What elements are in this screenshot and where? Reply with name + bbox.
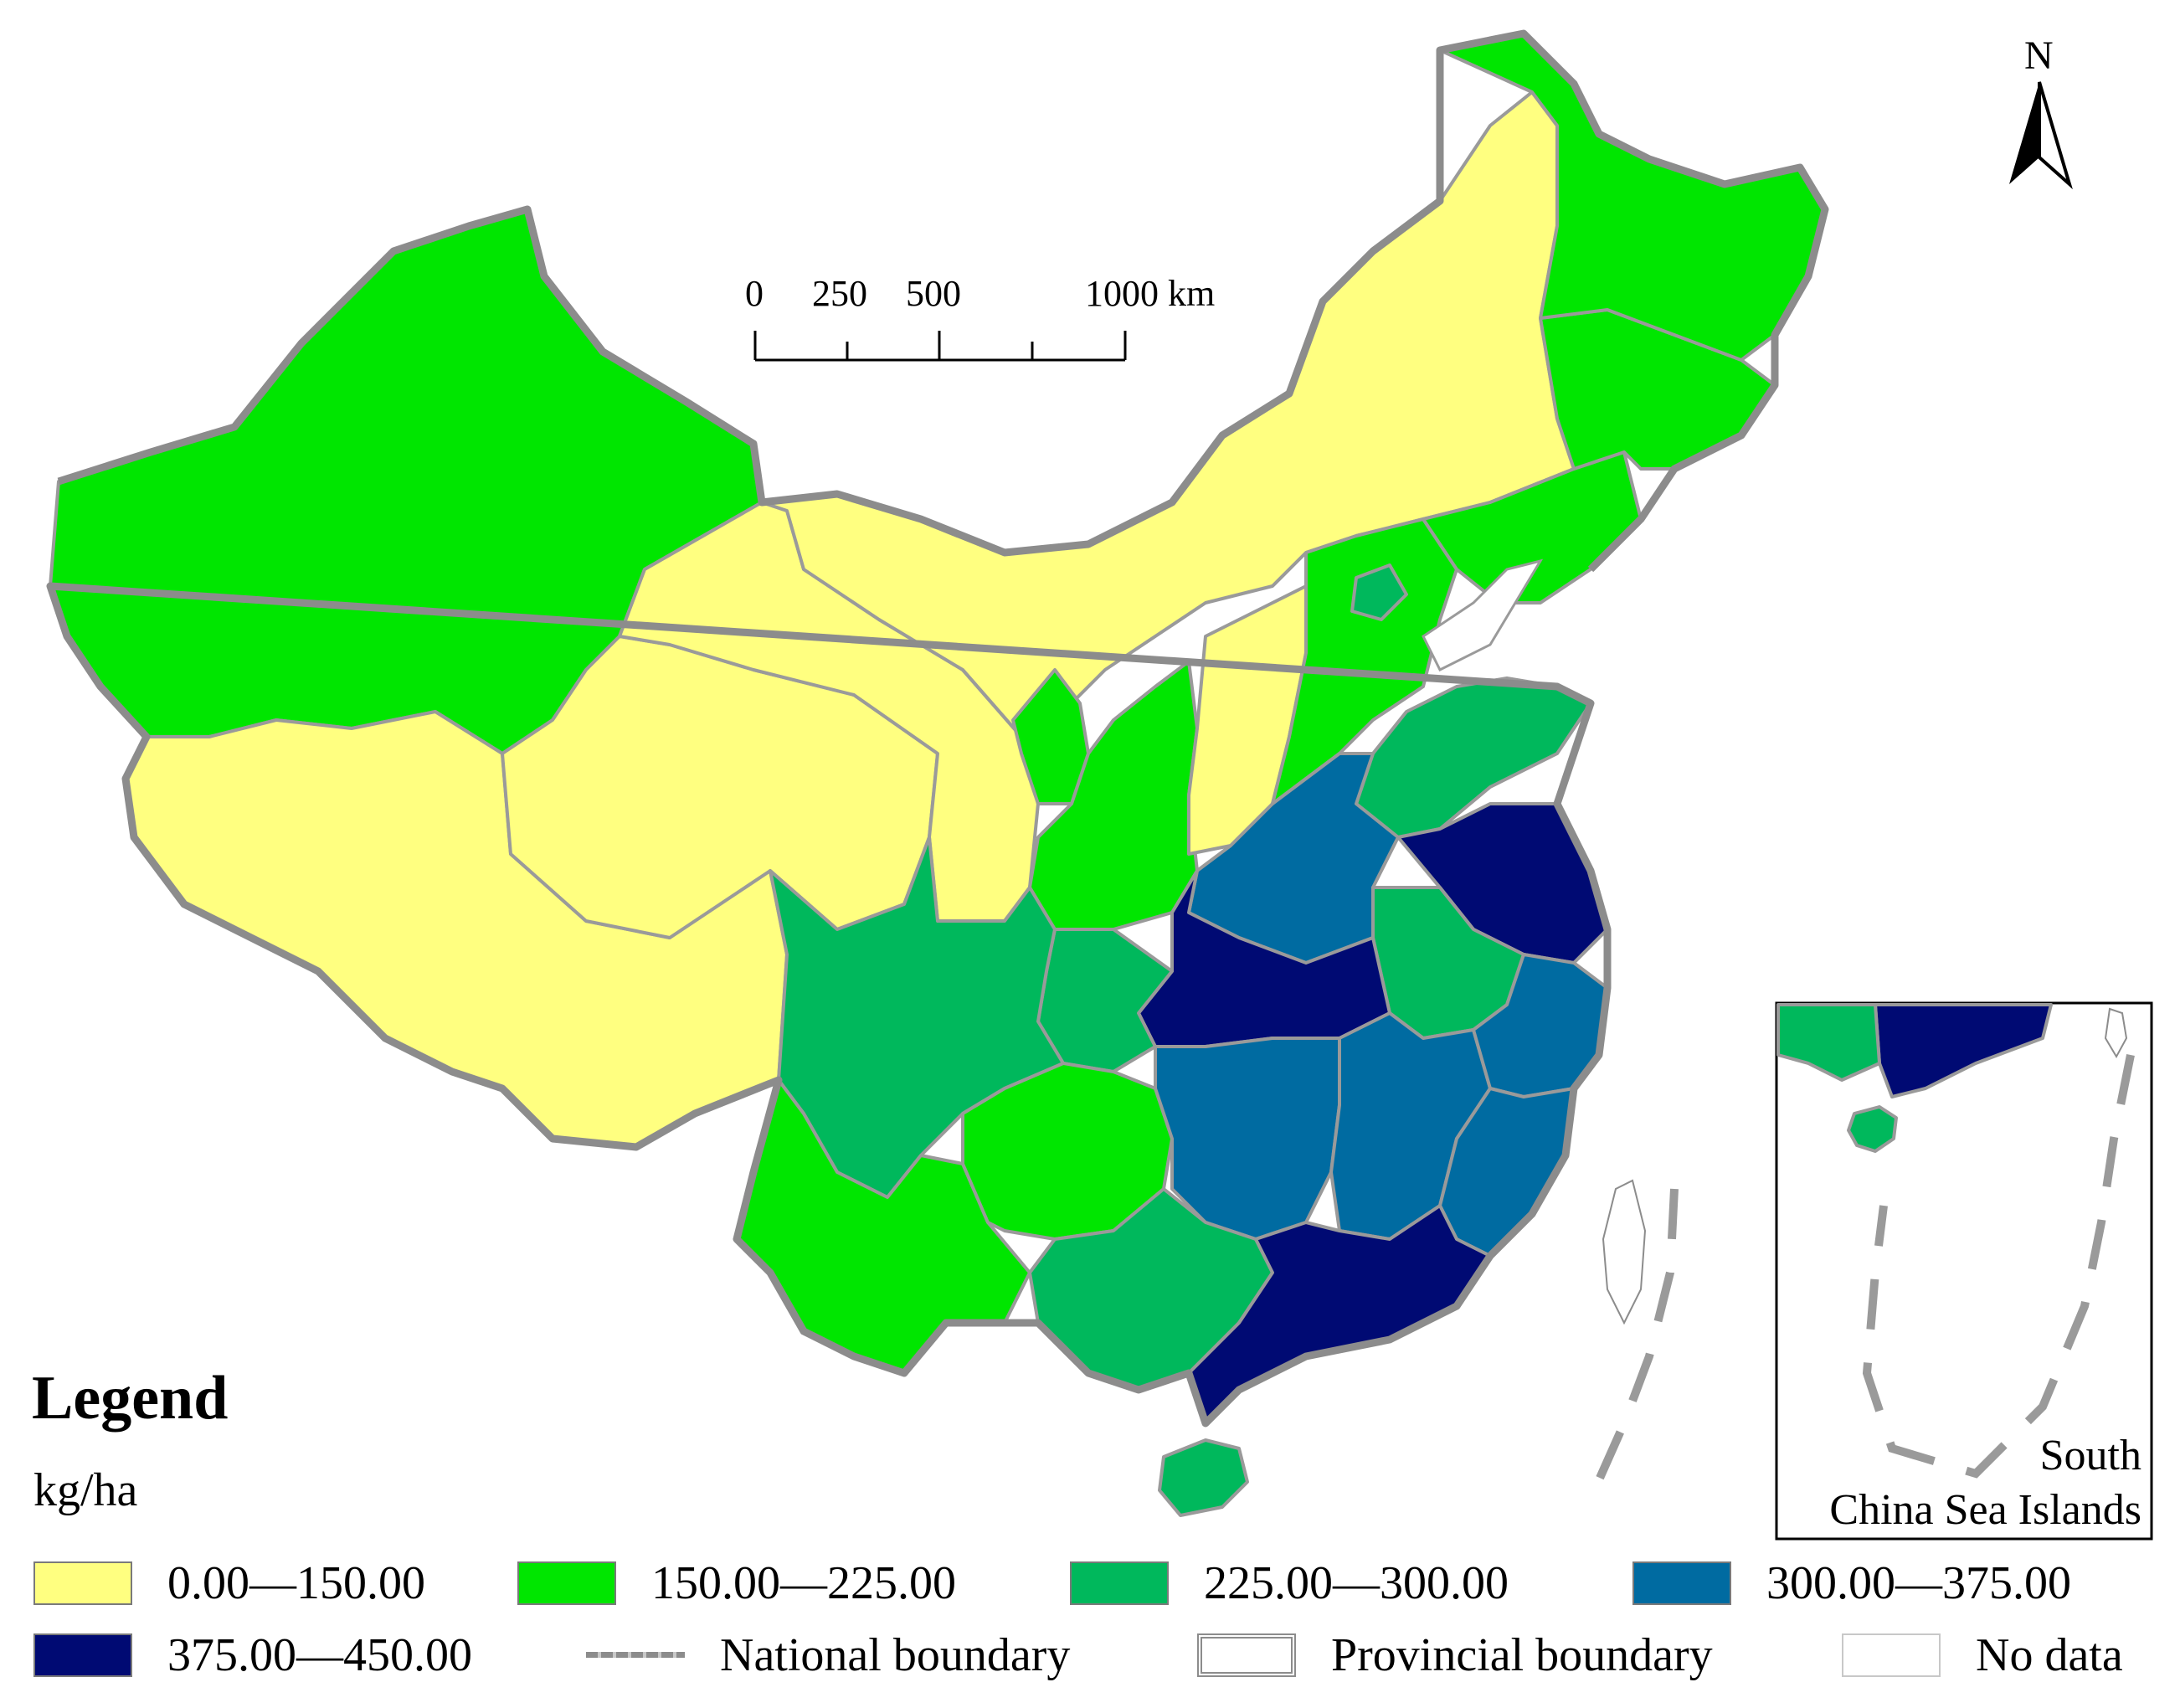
scale-tick-250: 250 xyxy=(812,273,867,314)
inset-hainan xyxy=(1847,1105,1898,1153)
legend-swatch-3 xyxy=(1070,1561,1169,1605)
legend-swatch-4 xyxy=(1632,1561,1731,1605)
legend-title: Legend xyxy=(32,1364,229,1433)
legend-national-boundary-label: National boundary xyxy=(720,1629,1071,1681)
nine-dash-line xyxy=(1586,1188,1679,1501)
bohai-sea xyxy=(1422,558,1544,672)
legend-provincial-boundary-label: Provincial boundary xyxy=(1331,1629,1713,1681)
scale-bar: 0 250 500 1000 km xyxy=(745,273,1215,362)
scale-tick-0: 0 xyxy=(745,273,764,314)
legend-swatch-5 xyxy=(33,1633,132,1677)
north-arrow-icon: N xyxy=(2009,33,2073,190)
inset-label-line2: China Sea Islands xyxy=(1829,1486,2141,1534)
legend-class-4: 300.00—375.00 xyxy=(1632,1554,2071,1613)
province-beijing xyxy=(1350,563,1408,621)
legend-class-3: 225.00—300.00 xyxy=(1070,1554,1509,1613)
province-taiwan xyxy=(1602,1179,1647,1325)
legend-swatch-2 xyxy=(517,1561,616,1605)
legend-class-1: 0.00—150.00 xyxy=(33,1554,425,1613)
legend-class-2: 150.00—225.00 xyxy=(517,1554,956,1613)
inset-label-line1: South xyxy=(2040,1432,2141,1479)
no-data-swatch xyxy=(1842,1633,1941,1677)
inset-south-china-sea: South China Sea Islands xyxy=(1775,1001,2153,1541)
inset-nine-dash-line xyxy=(1862,1054,2135,1479)
legend-label-3: 225.00—300.00 xyxy=(1204,1557,1509,1609)
legend-class-5: 375.00—450.00 xyxy=(33,1626,472,1685)
national-boundary-swatch xyxy=(586,1633,685,1677)
legend-label-1: 0.00—150.00 xyxy=(167,1557,425,1609)
legend-no-data: No data xyxy=(1842,1626,2123,1685)
north-arrow-label: N xyxy=(2024,33,2054,78)
legend-swatch-1 xyxy=(33,1561,132,1605)
national-boundary-outline xyxy=(46,29,1829,1428)
inset-taiwan xyxy=(2104,1007,2128,1059)
scale-tick-1000: 1000 km xyxy=(1085,273,1215,314)
inset-guangdong xyxy=(1874,1003,2053,1098)
legend-label-5: 375.00—450.00 xyxy=(167,1629,472,1681)
legend-label-2: 150.00—225.00 xyxy=(651,1557,956,1609)
inset-guangxi xyxy=(1776,1003,1881,1082)
provincial-boundary-swatch xyxy=(1197,1633,1296,1677)
legend-label-4: 300.00—375.00 xyxy=(1766,1557,2071,1609)
legend-national-boundary: National boundary xyxy=(586,1626,1070,1685)
legend-provincial-boundary: Provincial boundary xyxy=(1197,1626,1713,1685)
province-hainan xyxy=(1158,1438,1249,1517)
scale-tick-500: 500 xyxy=(906,273,961,314)
legend-no-data-label: No data xyxy=(1976,1629,2123,1681)
legend-unit: kg/ha xyxy=(33,1464,138,1516)
